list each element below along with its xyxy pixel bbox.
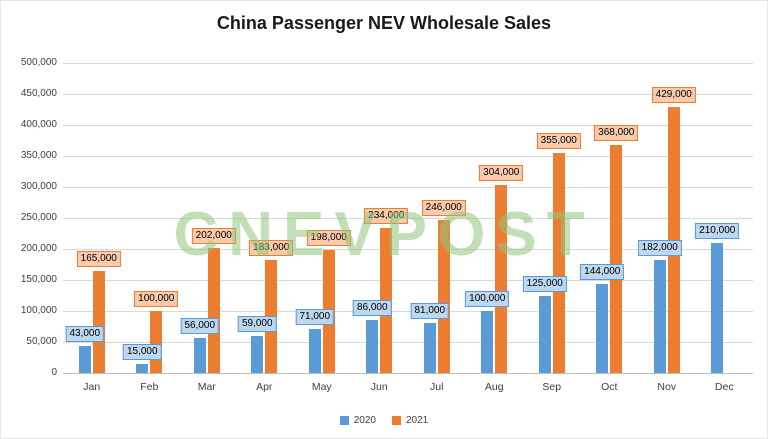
gridline [63,63,753,64]
bar-2020-feb [136,363,149,373]
y-axis-tick-label: 300,000 [20,181,57,192]
data-label-2020-mar: 56,000 [180,318,220,335]
legend-label-2021: 2021 [406,415,429,426]
gridline [63,187,753,188]
bar-2020-mar [193,338,206,373]
data-label-2020-jul: 81,000 [410,302,450,319]
bar-2021-jul [437,220,450,373]
y-axis-tick-label: 100,000 [20,305,57,316]
y-axis-tick-label: 400,000 [20,119,57,130]
gridline [63,311,753,312]
legend-swatch-2020 [339,416,349,425]
gridline [63,156,753,157]
x-axis-category-label: Dec [714,381,734,393]
bar-2020-sep [538,295,551,373]
y-axis-tick-label: 500,000 [20,57,57,68]
legend-item-2020: 2020 [339,415,376,426]
data-label-2021-oct: 368,000 [594,124,639,141]
x-axis-category-label: Sep [542,381,562,393]
data-label-2021-jul: 246,000 [421,200,466,217]
bar-2020-apr [251,336,264,373]
bar-2020-jan [78,346,91,373]
bar-2020-jun [366,319,379,373]
y-axis-tick-label: 450,000 [20,88,57,99]
data-label-2021-apr: 183,000 [249,239,294,256]
x-axis-category-label: May [311,381,332,393]
y-axis-tick-label: 200,000 [20,243,57,254]
data-label-2020-jun: 86,000 [352,299,392,316]
bar-2020-nov [653,260,666,373]
data-label-2021-nov: 429,000 [651,87,696,104]
data-label-2020-jan: 43,000 [65,326,105,343]
legend-label-2020: 2020 [353,415,376,426]
bar-2020-may [308,328,321,373]
data-label-2021-aug: 304,000 [479,164,524,181]
data-label-2020-aug: 100,000 [465,291,510,307]
gridline [63,125,753,126]
x-axis-category-label: Nov [657,381,677,393]
x-axis-category-label: Aug [484,381,504,393]
data-label-2020-sep: 125,000 [522,275,567,292]
chart-title: China Passenger NEV Wholesale Sales [216,13,552,33]
bar-2021-mar [207,247,220,373]
bar-2021-feb [150,311,163,373]
data-label-2020-feb: 15,000 [122,343,162,360]
data-label-2020-apr: 59,000 [237,316,277,333]
x-axis-category-label: Mar [197,381,216,393]
data-label-2020-dec: 210,000 [695,222,740,239]
bar-2021-jan [92,270,105,373]
bar-2021-aug [495,184,508,373]
gridline [63,342,753,343]
chart-legend: 2020 2021 [1,415,767,426]
x-axis-category-label: Oct [601,381,618,393]
legend-item-2021: 2021 [392,415,428,426]
data-label-2020-oct: 144,000 [580,263,625,280]
y-axis-tick-label: 250,000 [20,212,57,223]
data-label-2021-may: 198,000 [306,230,351,247]
x-axis-category-label: Jul [430,381,444,393]
x-axis-category-label: Feb [140,381,159,393]
y-axis-tick-label: 350,000 [20,150,57,161]
bar-2021-apr [265,259,278,373]
gridline [63,94,753,95]
data-label-2021-jan: 165,000 [76,250,121,267]
bar-2020-dec [711,242,724,373]
y-axis-tick-label: 50,000 [26,336,57,347]
y-axis-tick-label: 0 [51,367,57,378]
legend-swatch-2021 [392,416,401,425]
x-axis-category-label: Jan [83,381,101,393]
data-label-2020-may: 71,000 [295,308,335,325]
data-label-2020-nov: 182,000 [637,240,682,257]
data-label-2021-jun: 234,000 [364,207,409,224]
x-axis-category-label: Jun [370,381,388,393]
y-axis-tick-label: 150,000 [20,274,57,285]
gridline [63,249,753,250]
bar-2021-sep [552,152,565,373]
bar-2020-oct [596,283,609,373]
data-label-2021-feb: 100,000 [134,291,179,307]
bar-2021-oct [610,144,623,373]
x-axis-line [63,373,753,374]
gridline [63,280,753,281]
bar-2020-jul [423,322,436,373]
data-label-2021-sep: 355,000 [536,132,581,149]
data-label-2021-mar: 202,000 [191,227,236,244]
x-axis-category-label: Apr [256,381,273,393]
bar-2021-nov [667,107,680,373]
bar-2020-aug [481,311,494,373]
